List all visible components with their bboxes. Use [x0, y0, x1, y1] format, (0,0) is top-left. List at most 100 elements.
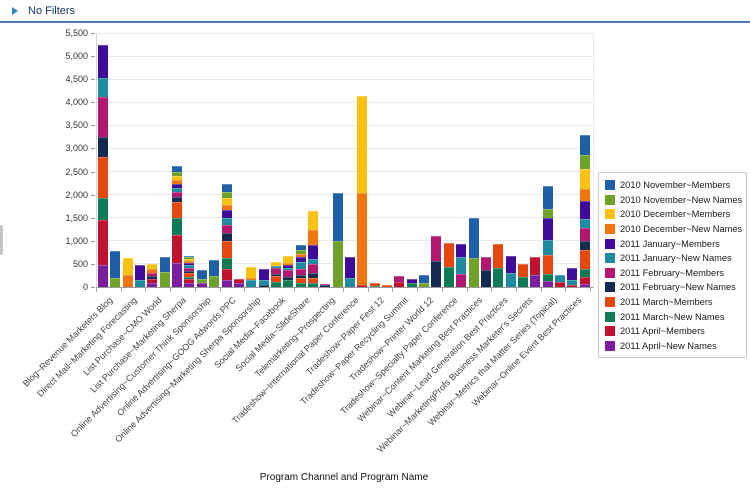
bar-segment[interactable]: [579, 269, 590, 277]
bar-segment[interactable]: [270, 268, 281, 275]
stacked-bar[interactable]: [233, 279, 244, 287]
bar-segment[interactable]: [184, 276, 195, 280]
stacked-bar[interactable]: [184, 256, 195, 287]
stacked-bar[interactable]: [480, 256, 491, 287]
legend-item[interactable]: 2011 March~New Names: [605, 309, 742, 324]
bar-segment[interactable]: [332, 241, 343, 287]
bar-segment[interactable]: [394, 275, 405, 282]
bar-segment[interactable]: [172, 202, 183, 219]
bar-segment[interactable]: [283, 267, 294, 271]
bar-segment[interactable]: [307, 263, 318, 273]
bar-segment[interactable]: [406, 278, 417, 283]
bar-segment[interactable]: [554, 281, 565, 287]
bar-segment[interactable]: [542, 254, 553, 275]
bar-segment[interactable]: [567, 280, 578, 286]
bar-segment[interactable]: [270, 281, 281, 287]
bar-segment[interactable]: [209, 276, 220, 287]
bar-segment[interactable]: [209, 259, 220, 277]
bar-segment[interactable]: [517, 276, 528, 287]
stacked-bar[interactable]: [406, 278, 417, 287]
bar-segment[interactable]: [221, 233, 232, 242]
stacked-bar[interactable]: [443, 242, 454, 287]
bar-segment[interactable]: [431, 235, 442, 262]
bar-segment[interactable]: [517, 264, 528, 277]
stacked-bar[interactable]: [369, 283, 380, 287]
bar-segment[interactable]: [184, 282, 195, 287]
stacked-bar[interactable]: [542, 185, 553, 287]
bar-segment[interactable]: [394, 281, 405, 287]
stacked-bar[interactable]: [307, 210, 318, 287]
bar-segment[interactable]: [258, 284, 269, 287]
bar-segment[interactable]: [456, 273, 467, 287]
bar-segment[interactable]: [579, 241, 590, 251]
stacked-bar[interactable]: [493, 244, 504, 287]
bar-segment[interactable]: [246, 267, 257, 278]
bar-segment[interactable]: [184, 262, 195, 266]
bar-segment[interactable]: [307, 210, 318, 231]
bar-segment[interactable]: [159, 257, 170, 272]
bar-segment[interactable]: [283, 270, 294, 277]
bar-segment[interactable]: [567, 285, 578, 287]
bar-segment[interactable]: [579, 155, 590, 170]
bar-segment[interactable]: [542, 274, 553, 281]
bar-segment[interactable]: [184, 256, 195, 258]
bar-segment[interactable]: [295, 253, 306, 257]
bar-segment[interactable]: [382, 284, 393, 287]
legend-item[interactable]: 2011 February~New Names: [605, 280, 742, 295]
bar-segment[interactable]: [295, 249, 306, 254]
bar-segment[interactable]: [221, 257, 232, 269]
bar-segment[interactable]: [122, 257, 133, 275]
bar-segment[interactable]: [443, 242, 454, 267]
bar-segment[interactable]: [357, 285, 368, 287]
stacked-bar[interactable]: [172, 166, 183, 287]
bar-segment[interactable]: [307, 258, 318, 264]
bar-segment[interactable]: [357, 95, 368, 194]
bar-segment[interactable]: [196, 283, 207, 287]
legend-item[interactable]: 2010 November~Members: [605, 178, 742, 193]
bar-segment[interactable]: [283, 262, 294, 265]
bar-segment[interactable]: [221, 218, 232, 226]
bar-segment[interactable]: [579, 134, 590, 156]
stacked-bar[interactable]: [505, 255, 516, 287]
bar-segment[interactable]: [579, 284, 590, 287]
bar-segment[interactable]: [184, 259, 195, 261]
bar-segment[interactable]: [196, 270, 207, 279]
bar-segment[interactable]: [295, 269, 306, 275]
bar-segment[interactable]: [172, 183, 183, 188]
bar-segment[interactable]: [221, 279, 232, 287]
bar-segment[interactable]: [246, 277, 257, 280]
bar-segment[interactable]: [184, 271, 195, 274]
legend-item[interactable]: 2011 February~Members: [605, 266, 742, 281]
stacked-bar[interactable]: [419, 274, 430, 287]
bar-segment[interactable]: [184, 260, 195, 263]
bar-segment[interactable]: [493, 268, 504, 287]
bar-segment[interactable]: [542, 208, 553, 218]
bar-segment[interactable]: [246, 279, 257, 287]
bar-segment[interactable]: [579, 250, 590, 270]
bar-segment[interactable]: [147, 275, 158, 279]
legend-item[interactable]: 2011 January~Members: [605, 236, 742, 251]
bar-segment[interactable]: [480, 256, 491, 270]
bar-segment[interactable]: [542, 217, 553, 240]
stacked-bar[interactable]: [159, 257, 170, 287]
stacked-bar[interactable]: [382, 284, 393, 287]
legend-item[interactable]: 2011 March~Members: [605, 295, 742, 310]
legend-item[interactable]: 2011 April~New Names: [605, 339, 742, 354]
stacked-bar[interactable]: [332, 193, 343, 287]
bar-segment[interactable]: [221, 204, 232, 211]
bar-segment[interactable]: [98, 78, 108, 97]
bar-segment[interactable]: [579, 189, 590, 202]
bar-segment[interactable]: [579, 201, 590, 220]
bar-segment[interactable]: [406, 282, 417, 287]
bar-segment[interactable]: [307, 272, 318, 278]
bar-segment[interactable]: [295, 278, 306, 283]
bar-segment[interactable]: [98, 136, 108, 157]
bar-segment[interactable]: [542, 281, 553, 287]
stacked-bar[interactable]: [320, 283, 331, 287]
bar-segment[interactable]: [172, 187, 183, 193]
bar-segment[interactable]: [295, 274, 306, 279]
bar-segment[interactable]: [505, 255, 516, 274]
bar-segment[interactable]: [456, 244, 467, 257]
bar-segment[interactable]: [110, 278, 121, 287]
bar-segment[interactable]: [172, 176, 183, 181]
